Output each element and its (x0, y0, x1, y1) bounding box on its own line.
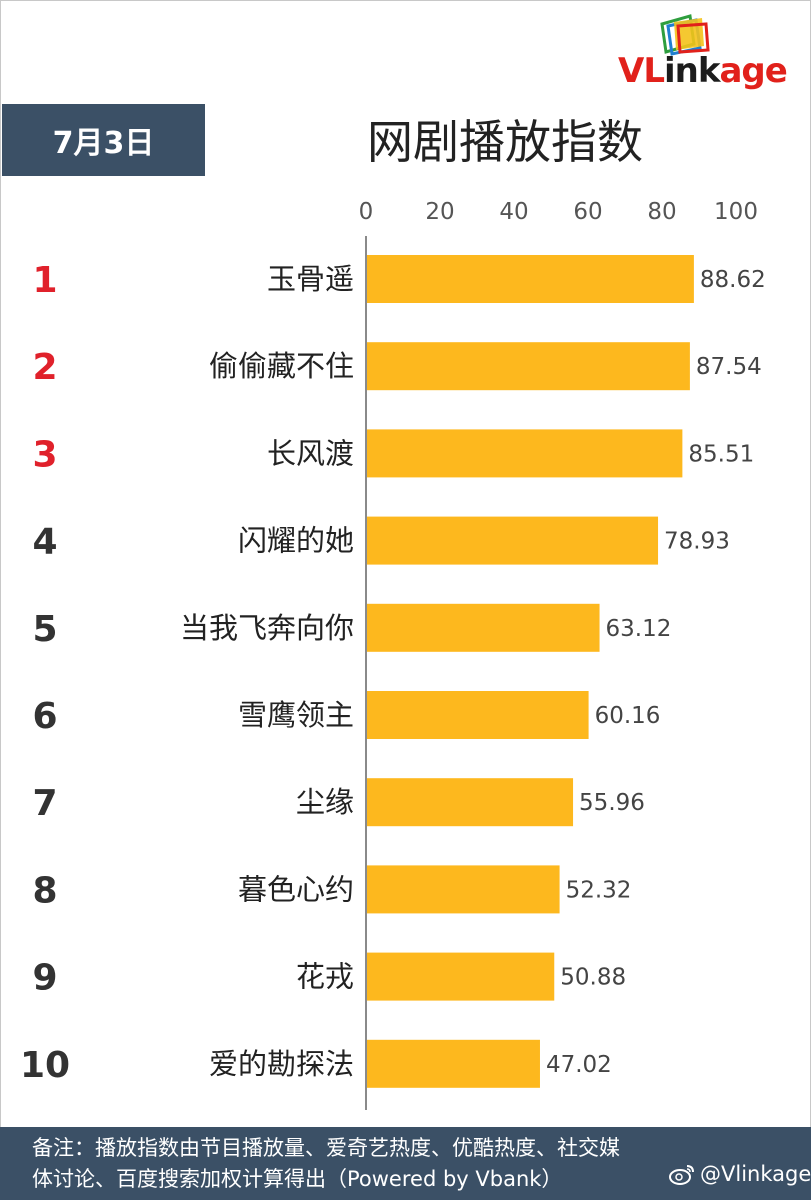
x-tick-label: 20 (425, 199, 454, 225)
bar (367, 603, 600, 652)
rank-number: 7 (32, 783, 57, 824)
logo-mark-icon (660, 14, 710, 56)
vlinkage-logo: VLinkage (616, 14, 808, 90)
x-tick-label: 60 (573, 199, 602, 225)
x-tick-label: 0 (359, 199, 374, 225)
x-tick-label: 40 (499, 199, 528, 225)
rank-number: 8 (32, 870, 57, 911)
weibo-handle: @Vlinkage (668, 1162, 811, 1186)
value-label: 50.88 (560, 965, 626, 991)
rank-number: 4 (32, 522, 57, 563)
x-tick-label: 100 (714, 199, 758, 225)
footer-note: 备注：播放指数由节目播放量、爱奇艺热度、优酷热度、社交媒体讨论、百度搜索加权计算… (32, 1136, 620, 1191)
category-label: 当我飞奔向你 (180, 611, 354, 645)
category-label: 玉骨遥 (267, 262, 354, 296)
value-label: 55.96 (579, 790, 645, 816)
bar (367, 429, 683, 478)
handle-text: @Vlinkage (700, 1162, 811, 1186)
category-label: 长风渡 (267, 436, 354, 470)
category-label: 暮色心约 (238, 872, 354, 906)
x-tick-label: 80 (647, 199, 676, 225)
category-label: 偷偷藏不住 (209, 349, 354, 383)
bar (367, 1039, 540, 1088)
rank-number: 5 (32, 609, 57, 650)
logo-wordmark: VLinkage (618, 51, 788, 91)
bar-chart: 0 20 40 60 80 100 88.62 玉骨遥 1 87.54 偷偷藏不住 2 85.51 长风渡… (20, 199, 766, 1110)
value-label: 52.32 (566, 877, 632, 903)
rank-number: 6 (32, 696, 57, 737)
bar (367, 255, 694, 303)
rank-number: 9 (32, 958, 57, 999)
category-label: 花戎 (296, 960, 354, 994)
bar (367, 865, 560, 914)
category-label: 爱的勘探法 (209, 1047, 354, 1081)
value-label: 88.62 (700, 267, 766, 293)
bar (367, 516, 659, 565)
bar (367, 778, 574, 827)
rank-number: 1 (32, 260, 57, 301)
value-label: 60.16 (595, 703, 661, 729)
weibo-icon (669, 1165, 694, 1185)
category-label: 闪耀的她 (238, 524, 354, 558)
bar (367, 952, 555, 1001)
category-label: 雪鹰领主 (238, 698, 354, 732)
value-label: 87.54 (696, 354, 762, 380)
bar (367, 691, 589, 739)
chart-title: 网剧播放指数 (367, 115, 643, 169)
value-label: 85.51 (688, 441, 754, 467)
footer-bar: 备注：播放指数由节目播放量、爱奇艺热度、优酷热度、社交媒体讨论、百度搜索加权计算… (0, 1127, 811, 1200)
rank-number: 10 (20, 1045, 70, 1086)
rank-number: 3 (32, 434, 57, 475)
value-label: 78.93 (664, 529, 730, 555)
rank-number: 2 (32, 347, 57, 388)
bar (367, 342, 690, 391)
value-label: 63.12 (606, 616, 672, 642)
date-badge: 7月3日 (2, 104, 205, 176)
category-label: 尘缘 (296, 785, 354, 819)
value-label: 47.02 (546, 1052, 612, 1078)
